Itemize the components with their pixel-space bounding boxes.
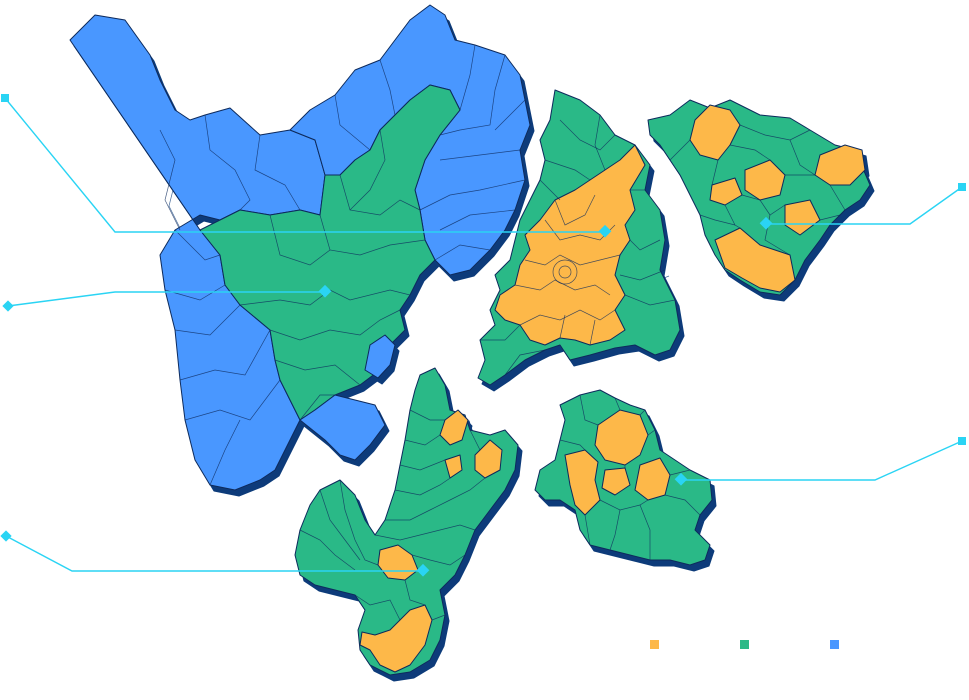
- region-main-blue-se[interactable]: [364, 334, 396, 379]
- leader-end-marker: [0, 530, 12, 542]
- legend-item-orange: [650, 640, 665, 649]
- legend: [650, 640, 845, 649]
- region-basin: [477, 89, 681, 386]
- region-south-orange-5[interactable]: [359, 604, 433, 673]
- region-northeast-orange-4[interactable]: [709, 177, 743, 206]
- region-main-blue-south[interactable]: [299, 394, 386, 461]
- legend-swatch-green: [740, 640, 749, 649]
- leader-end-marker: [958, 437, 966, 445]
- leader-line-4: [674, 437, 966, 486]
- legend-swatch-orange: [650, 640, 659, 649]
- region-southeast-orange-1[interactable]: [594, 409, 649, 466]
- leader-end-marker: [1, 94, 9, 102]
- leader-end-marker: [2, 300, 14, 312]
- legend-swatch-blue: [830, 640, 839, 649]
- region-southeast-borders: [559, 394, 701, 560]
- region-south-green[interactable]: [294, 367, 519, 676]
- region-northeast-orange-2[interactable]: [814, 144, 866, 186]
- legend-item-green: [740, 640, 755, 649]
- leader-anchor-marker: [416, 563, 430, 577]
- region-southeast: [534, 389, 713, 566]
- region-south: [294, 367, 519, 676]
- region-basin-orange[interactable]: [494, 144, 646, 346]
- region-south-orange-2[interactable]: [474, 439, 503, 479]
- region-southeast-orange-4[interactable]: [601, 467, 631, 496]
- region-northeast-orange-5[interactable]: [784, 199, 821, 236]
- region-south-borders: [299, 409, 486, 621]
- region-main-borders: [159, 44, 526, 486]
- region-northeast: [647, 99, 871, 296]
- legend-item-blue: [830, 640, 845, 649]
- leader-end-marker: [958, 183, 966, 191]
- region-basin-borders: [480, 114, 676, 376]
- leader-anchor-marker: [318, 284, 332, 298]
- region-main: [69, 4, 531, 491]
- region-northeast-orange-6[interactable]: [714, 227, 796, 293]
